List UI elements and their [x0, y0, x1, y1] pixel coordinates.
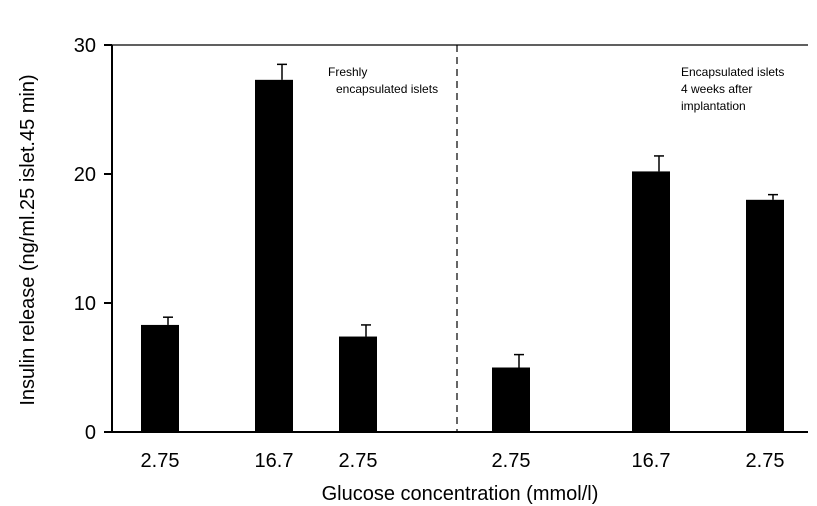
x-tick-label: 16.7	[632, 450, 671, 472]
x-tick-label: 2.75	[492, 450, 531, 472]
y-tick-label: 30	[74, 35, 96, 57]
error-bars	[163, 63, 778, 368]
bar	[492, 367, 530, 432]
annotation-right-line1: Encapsulated islets	[681, 65, 784, 79]
y-tick-label: 0	[85, 422, 96, 444]
x-tick-label: 2.75	[141, 450, 180, 472]
annotation-left-line1: Freshly	[328, 65, 367, 79]
x-axis-title: Glucose concentration (mmol/l)	[322, 483, 599, 505]
x-tick-label: 2.75	[339, 450, 378, 472]
annotation-right-line2: 4 weeks after	[681, 82, 752, 96]
bar	[339, 336, 377, 432]
annotation-left-line2: encapsulated islets	[336, 82, 438, 96]
bar	[141, 324, 179, 432]
bar	[255, 79, 293, 432]
annotation-right-line3: implantation	[681, 99, 746, 113]
y-tick-label: 20	[74, 164, 96, 186]
y-axis-title: Insulin release (ng/ml.25 islet.45 min)	[17, 74, 39, 405]
bar	[746, 199, 784, 432]
bar	[632, 171, 670, 433]
bars	[141, 79, 784, 433]
x-tick-labels: 2.75 16.7 2.75 2.75 16.7 2.75	[141, 450, 785, 472]
x-tick-label: 2.75	[746, 450, 785, 472]
y-tick-label: 10	[74, 293, 96, 315]
x-tick-label: 16.7	[255, 450, 294, 472]
y-ticks: 0 10 20 30	[74, 35, 112, 444]
